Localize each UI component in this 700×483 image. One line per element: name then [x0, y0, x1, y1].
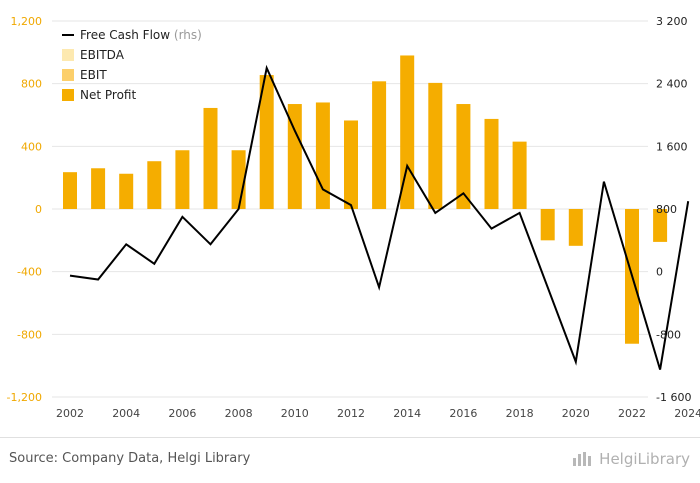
axis-right: 3 200 2 400 1 600 800 0 -800 -1 600: [656, 15, 691, 404]
brand-logo: HelgiLibrary: [573, 450, 690, 468]
legend-swatch-ebit: [62, 69, 74, 81]
net-profit-bar: [147, 161, 162, 209]
net-profit-bar: [428, 82, 443, 209]
net-profit-bar: [91, 168, 106, 209]
net-profit-bar: [175, 150, 190, 209]
net-profit-bar: [456, 104, 471, 209]
x-tick-label: 2016: [449, 407, 477, 420]
left-tick-label: -800: [17, 328, 42, 341]
left-tick-label: 1,200: [11, 15, 43, 28]
library-icon: [573, 452, 595, 466]
legend-label-fcf-suffix: (rhs): [174, 28, 202, 42]
chart-svg: 1,200 800 400 0 -400 -800 -1,200 3 200 2 400 1 6…: [7, 15, 700, 420]
net-profit-bar: [259, 75, 274, 209]
right-tick-label: 0: [656, 266, 663, 279]
net-profit-bar: [119, 173, 134, 209]
legend-label-net-profit: Net Profit: [80, 88, 136, 102]
bars-layer: [63, 55, 668, 344]
left-tick-label: -400: [17, 266, 42, 279]
legend-swatch-net-profit: [62, 89, 74, 101]
right-tick-label: -1 600: [656, 391, 691, 404]
source-note: Source: Company Data, Helgi Library: [9, 451, 251, 466]
fcf-line: [69, 64, 690, 370]
left-tick-label: 0: [35, 203, 42, 216]
net-profit-bar: [63, 172, 77, 209]
net-profit-bar: [568, 209, 583, 246]
legend-swatch-ebitda: [62, 49, 74, 61]
legend-label-ebit: EBIT: [80, 68, 107, 82]
x-tick-label: 2014: [393, 407, 421, 420]
legend: Free Cash Flow (rhs) EBITDA EBIT Net Profit: [62, 28, 202, 102]
x-tick-label: 2004: [112, 407, 140, 420]
x-tick-label: 2010: [281, 407, 309, 420]
brand-name: HelgiLibrary: [599, 450, 690, 468]
x-tick-label: 2006: [168, 407, 196, 420]
left-tick-label: -1,200: [7, 391, 42, 404]
x-tick-label: 2022: [618, 407, 646, 420]
axis-left: 1,200 800 400 0 -400 -800 -1,200: [7, 15, 42, 404]
right-tick-label: 800: [656, 203, 677, 216]
footer-divider: [0, 437, 700, 438]
legend-label-fcf: Free Cash Flow (rhs): [80, 28, 202, 42]
net-profit-bar: [344, 120, 358, 209]
net-profit-bar: [287, 104, 302, 209]
net-profit-bar: [653, 209, 668, 242]
left-tick-label: 400: [21, 140, 42, 153]
x-tick-label: 2020: [562, 407, 590, 420]
net-profit-bar: [203, 107, 218, 209]
net-profit-bar: [484, 118, 499, 209]
line-layer: [69, 64, 690, 370]
right-tick-label: 3 200: [656, 15, 688, 28]
net-profit-bar: [372, 81, 387, 209]
left-tick-label: 800: [21, 78, 42, 91]
right-tick-label: -800: [656, 328, 681, 341]
net-profit-bar: [512, 141, 527, 209]
x-tick-label: 2008: [225, 407, 253, 420]
x-tick-label: 2002: [56, 407, 84, 420]
right-tick-label: 2 400: [656, 78, 688, 91]
x-tick-label: 2012: [337, 407, 365, 420]
x-tick-label: 2018: [506, 407, 534, 420]
right-tick-label: 1 600: [656, 140, 688, 153]
net-profit-bar: [540, 209, 555, 241]
axis-x: 2002 2004 2006 2008 2010 2012 2014 2016 2018 2020…: [56, 407, 700, 420]
legend-label-ebitda: EBITDA: [80, 48, 125, 62]
x-tick-label: 2024: [674, 407, 700, 420]
